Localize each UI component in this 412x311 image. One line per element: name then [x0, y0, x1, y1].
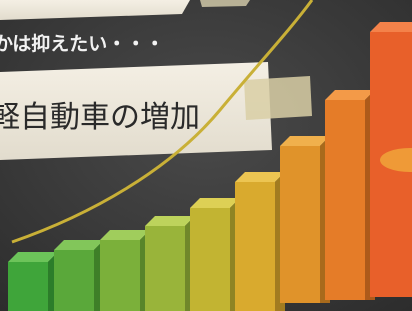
bar	[235, 172, 285, 311]
infographic: かは抑えたい・・・ 軽自動車の増加	[0, 0, 412, 311]
bar	[280, 136, 330, 303]
headline: 軽自動車の増加	[0, 100, 200, 135]
bar	[190, 198, 240, 311]
chalk-note: かは抑えたい・・・	[0, 33, 164, 55]
bar	[325, 90, 375, 300]
bar	[8, 252, 58, 311]
tape	[244, 76, 312, 120]
bar	[100, 230, 150, 311]
bar	[54, 240, 104, 311]
tape	[200, 0, 250, 7]
bar	[145, 216, 195, 311]
